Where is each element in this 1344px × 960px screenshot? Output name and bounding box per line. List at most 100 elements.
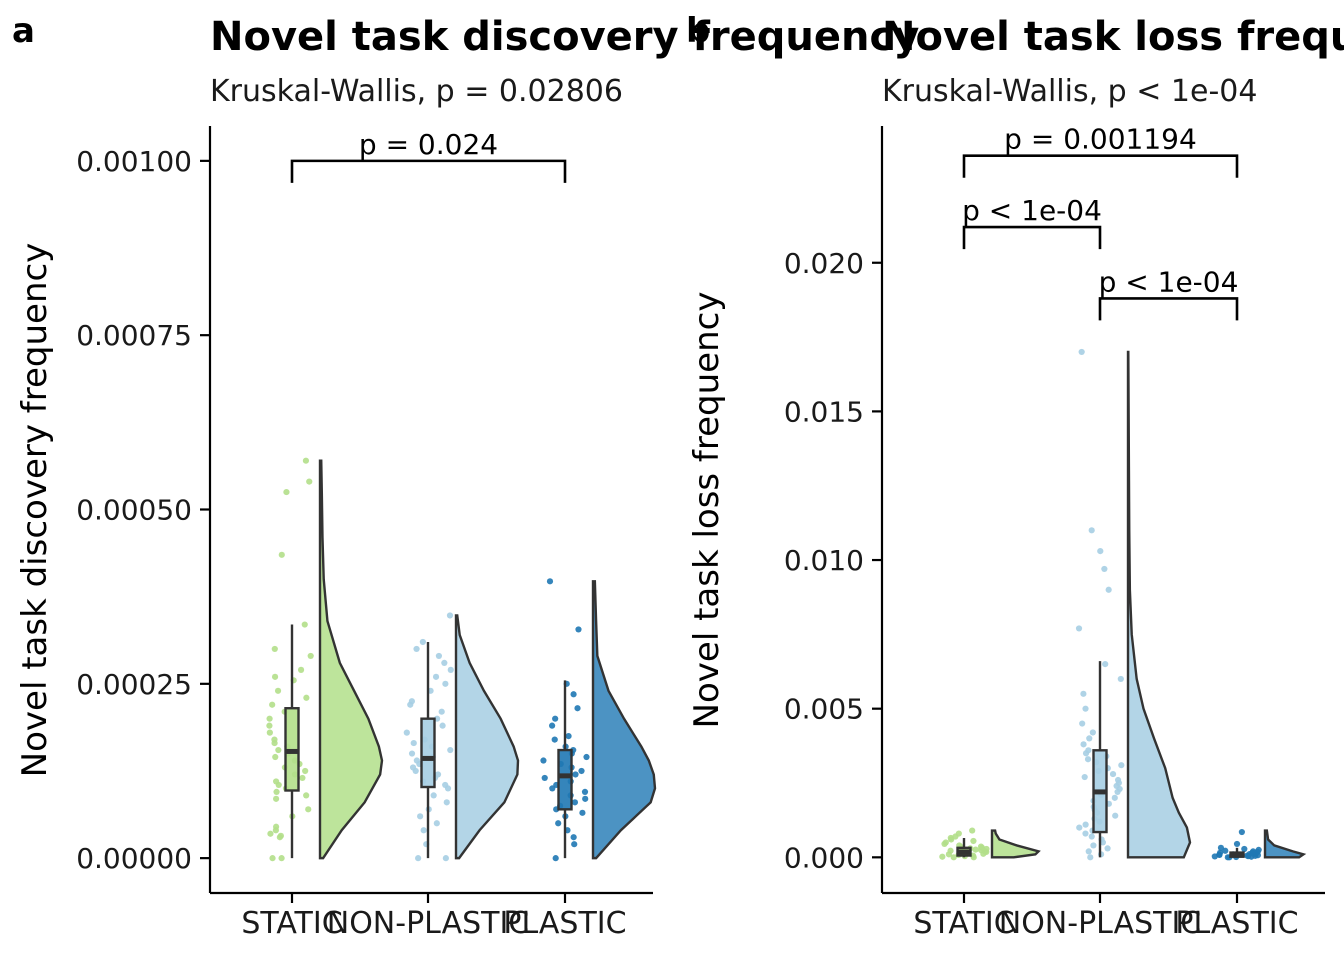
chart-title-b: Novel task loss frequency [882,14,1344,60]
data-point [442,781,449,789]
x-tick-label: PLASTIC [503,906,626,941]
y-axis-label-a: Novel task discovery frequency [15,243,55,778]
data-point [273,778,280,785]
data-point [955,830,962,837]
data-point [942,839,949,846]
data-point [278,855,285,862]
p-value-label: p = 0.024 [359,128,498,161]
data-point [969,827,976,834]
data-point [1222,847,1229,854]
data-point [1076,824,1083,831]
data-point [1081,773,1088,781]
data-point [273,788,280,795]
x-tick-label: STATIC [913,906,1014,941]
data-point [272,823,280,830]
data-point [301,621,308,628]
y-tick-label: 0.00000 [76,842,192,875]
data-point [303,694,310,701]
data-point [410,739,417,747]
data-point [409,764,417,771]
bracket-line [1098,297,1239,321]
data-point [1112,812,1119,819]
data-point [433,820,440,827]
panel-tag-a: a [12,11,35,51]
data-point [578,767,585,775]
data-point [306,478,313,485]
box [420,717,436,789]
data-point [1101,565,1108,573]
data-point [269,701,276,708]
data-point [581,788,589,795]
data-point [442,855,449,862]
data-point [1102,660,1109,668]
data-point [305,806,312,813]
data-point [1117,675,1124,683]
data-point [447,746,454,754]
data-point [570,691,577,698]
data-point [419,638,426,646]
x-tick-label: NON-PLASTIC [327,906,530,941]
data-point [972,846,979,853]
data-point [571,841,578,848]
data-point [408,750,416,757]
data-point [977,843,985,850]
data-point [1085,848,1092,855]
data-point [579,809,586,816]
x-tick-label: PLASTIC [1175,906,1298,941]
data-point [274,687,282,694]
box [557,748,573,811]
data-point [439,722,446,729]
data-point [299,774,306,782]
data-point [549,785,556,792]
significance-bracket: p < 1e-04 [962,194,1102,250]
data-point [438,708,445,715]
data-point [1216,849,1224,856]
data-point [1105,586,1112,593]
data-point [541,774,548,782]
data-point [302,767,309,775]
y-tick-label: 0.020 [784,247,864,280]
data-point [939,853,946,860]
data-point [1109,770,1117,778]
data-point [269,855,276,862]
y-tick-label: 0.00075 [76,319,192,352]
y-tick-label: 0.000 [784,841,864,874]
data-point [1075,625,1083,632]
data-point [555,820,562,827]
data-point [443,799,450,806]
group-static [266,457,384,862]
data-point [549,722,556,729]
data-point [271,645,278,653]
data-point [1255,846,1262,853]
data-point [947,847,954,854]
chart-title-a: Novel task discovery frequency [210,14,919,60]
data-point [572,771,579,778]
data-point [432,673,440,680]
y-tick-label: 0.00100 [76,145,192,178]
data-point [297,666,305,673]
data-point [266,715,273,722]
data-point [1082,821,1089,828]
data-point [420,827,427,834]
data-point [1084,756,1092,763]
p-value-label: p = 0.001194 [1004,123,1197,156]
data-point [583,753,590,761]
violin-half [1263,829,1307,859]
y-tick-label: 0.00025 [76,668,192,701]
data-point [570,834,577,841]
data-point [970,837,977,845]
data-point [1082,705,1089,712]
data-point [950,854,957,861]
data-point [1238,828,1245,836]
data-point [1217,844,1225,851]
significance-bracket: p < 1e-04 [1098,265,1239,321]
y-axis-label-b: Novel task loss frequency [687,292,727,729]
data-point [552,855,559,862]
plot-panel-a: 0.00000 0.00025 0.00050 0.00075 0.00100 STATI… [76,126,657,941]
data-point [1080,690,1087,697]
x-tick-label: NON-PLASTIC [999,906,1202,941]
y-tick-label: 0.015 [784,395,864,428]
data-point [430,792,437,799]
data-point [271,673,279,680]
